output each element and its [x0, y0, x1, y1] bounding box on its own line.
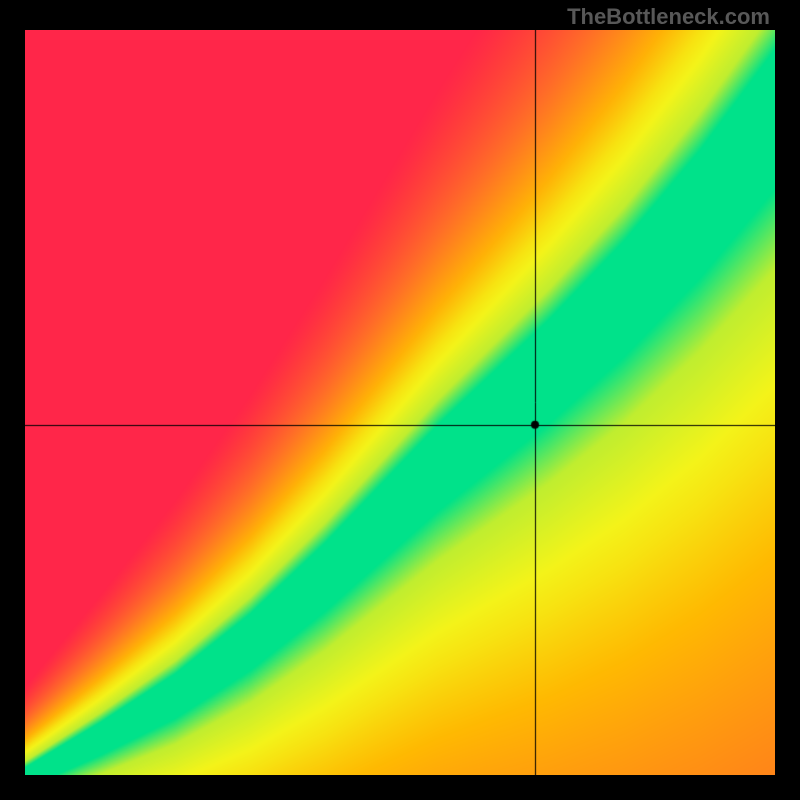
watermark-text: TheBottleneck.com	[567, 4, 770, 30]
chart-container: { "watermark_text": "TheBottleneck.com",…	[0, 0, 800, 800]
heatmap-canvas	[25, 30, 775, 775]
